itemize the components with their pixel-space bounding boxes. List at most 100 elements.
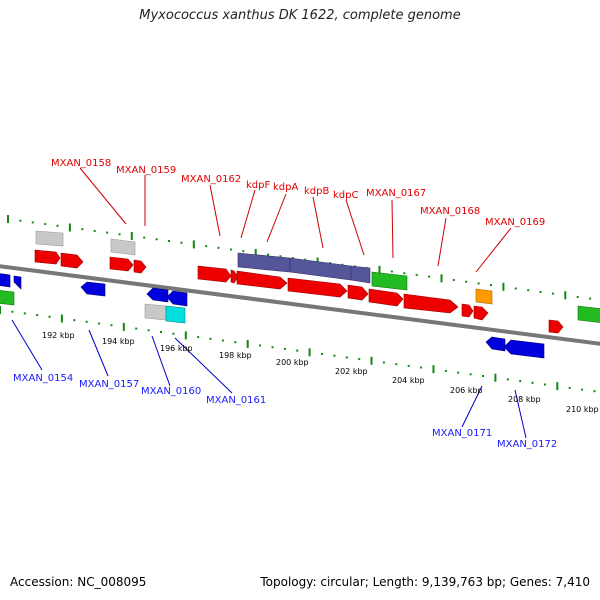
tick-mark [31, 221, 34, 224]
tick-mark [333, 354, 336, 357]
forward-gene-arrow [473, 305, 489, 321]
tick-mark [192, 240, 195, 249]
leader-kdpa [266, 193, 287, 243]
axis-tick-label: 198 kbp [219, 351, 252, 360]
tick-mark [556, 382, 559, 391]
tick-mark [48, 315, 51, 318]
tick-mark [482, 375, 484, 377]
forward-gene-arrow [403, 293, 459, 314]
tick-mark [576, 295, 579, 298]
tick-mark [444, 369, 447, 372]
leader-mxan-0157 [88, 329, 109, 377]
tick-mark [519, 380, 522, 383]
leader-mxan-0160 [151, 335, 171, 387]
tick-mark [19, 219, 22, 222]
tick-mark [539, 290, 542, 293]
tick-mark [390, 270, 393, 273]
tick-mark [420, 366, 423, 369]
reverse-gene-arrow [146, 287, 169, 303]
tick-mark [172, 332, 175, 335]
reverse-gene-arrow [503, 339, 545, 359]
tick-mark [469, 373, 472, 376]
tick-mark [81, 228, 84, 231]
tick-mark [494, 373, 497, 382]
tick-mark [581, 388, 584, 391]
tick-mark [407, 364, 410, 367]
tick-mark [267, 253, 270, 256]
tick-mark [60, 314, 63, 323]
tick-mark [378, 265, 381, 274]
label-mxan-0159: MXAN_0159 [116, 165, 176, 176]
bottom-leader-lines [11, 319, 527, 439]
tick-mark [527, 289, 530, 292]
axis-tick-labels: 192 kbp 194 kbp 196 kbp 198 kbp 200 kbp … [42, 331, 599, 414]
tick-mark [403, 272, 406, 275]
tick-mark [370, 356, 373, 365]
leader-mxan-0162 [209, 184, 221, 237]
forward-gene-arrow [230, 269, 239, 284]
leader-mxan-0161 [174, 337, 233, 394]
tick-mark [168, 240, 170, 242]
tick-mark [440, 274, 443, 283]
tick-mark [502, 282, 505, 291]
forward-gene-arrow [197, 265, 232, 283]
label-mxan-0157: MXAN_0157 [79, 379, 139, 390]
tick-mark [477, 282, 480, 285]
tick-mark [259, 344, 262, 347]
tick-mark [184, 331, 187, 340]
tick-mark [382, 361, 385, 364]
label-mxan-0171: MXAN_0171 [432, 428, 492, 439]
tick-mark [0, 306, 1, 314]
tick-mark [246, 339, 249, 348]
leader-kdpc [345, 199, 365, 256]
genome-backbone [0, 264, 600, 346]
label-kdpf: kdpF [246, 180, 270, 191]
gene-box-green [371, 271, 408, 291]
label-mxan-0172: MXAN_0172 [497, 439, 557, 450]
tick-mark [296, 349, 299, 352]
leader-mxan-0169 [475, 227, 512, 273]
label-kdpc: kdpC [333, 190, 358, 201]
tick-mark [73, 319, 76, 322]
tick-mark [205, 245, 208, 248]
tick-mark [155, 238, 158, 241]
tick-mark [36, 314, 39, 317]
tick-mark [589, 297, 592, 300]
label-mxan-0169: MXAN_0169 [485, 217, 545, 228]
label-mxan-0154: MXAN_0154 [13, 373, 73, 384]
axis-tick-label: 200 kbp [276, 358, 309, 367]
tick-mark [321, 353, 323, 355]
tick-mark [395, 363, 398, 366]
tick-mark [506, 378, 509, 381]
tick-mark [122, 322, 125, 331]
leader-kdpf [240, 189, 256, 239]
gene-box-green [577, 305, 600, 323]
tick-mark [110, 324, 113, 327]
tick-mark [531, 381, 534, 384]
top-labels: MXAN_0158 MXAN_0159 MXAN_0162 kdpF kdpA … [51, 158, 545, 228]
axis-tick-label: 208 kbp [508, 395, 541, 404]
gene-box-cyan [165, 305, 186, 324]
label-mxan-0158: MXAN_0158 [51, 158, 111, 169]
tick-mark [465, 280, 468, 283]
forward-gene-arrow [236, 270, 288, 290]
axis-tick-label: 202 kbp [335, 367, 368, 376]
forward-gene-arrow [109, 256, 134, 272]
axis-tick-label: 194 kbp [102, 337, 135, 346]
tick-mark [180, 241, 183, 244]
axis-tick-label: 204 kbp [392, 376, 425, 385]
tick-mark [68, 223, 71, 232]
tick-mark [160, 331, 162, 333]
tick-mark [415, 273, 418, 276]
tick-mark [118, 233, 121, 236]
bottom-labels: MXAN_0154 MXAN_0157 MXAN_0160 MXAN_0161 … [13, 373, 557, 450]
tick-mark [93, 229, 96, 232]
lower-tick-track [0, 306, 596, 393]
leader-mxan-0168 [437, 217, 447, 267]
leader-mxan-0171 [461, 385, 483, 428]
tick-mark [11, 310, 14, 313]
forward-gene-arrow [133, 259, 147, 274]
tick-mark [197, 336, 200, 339]
forward-gene-arrow [34, 249, 61, 265]
